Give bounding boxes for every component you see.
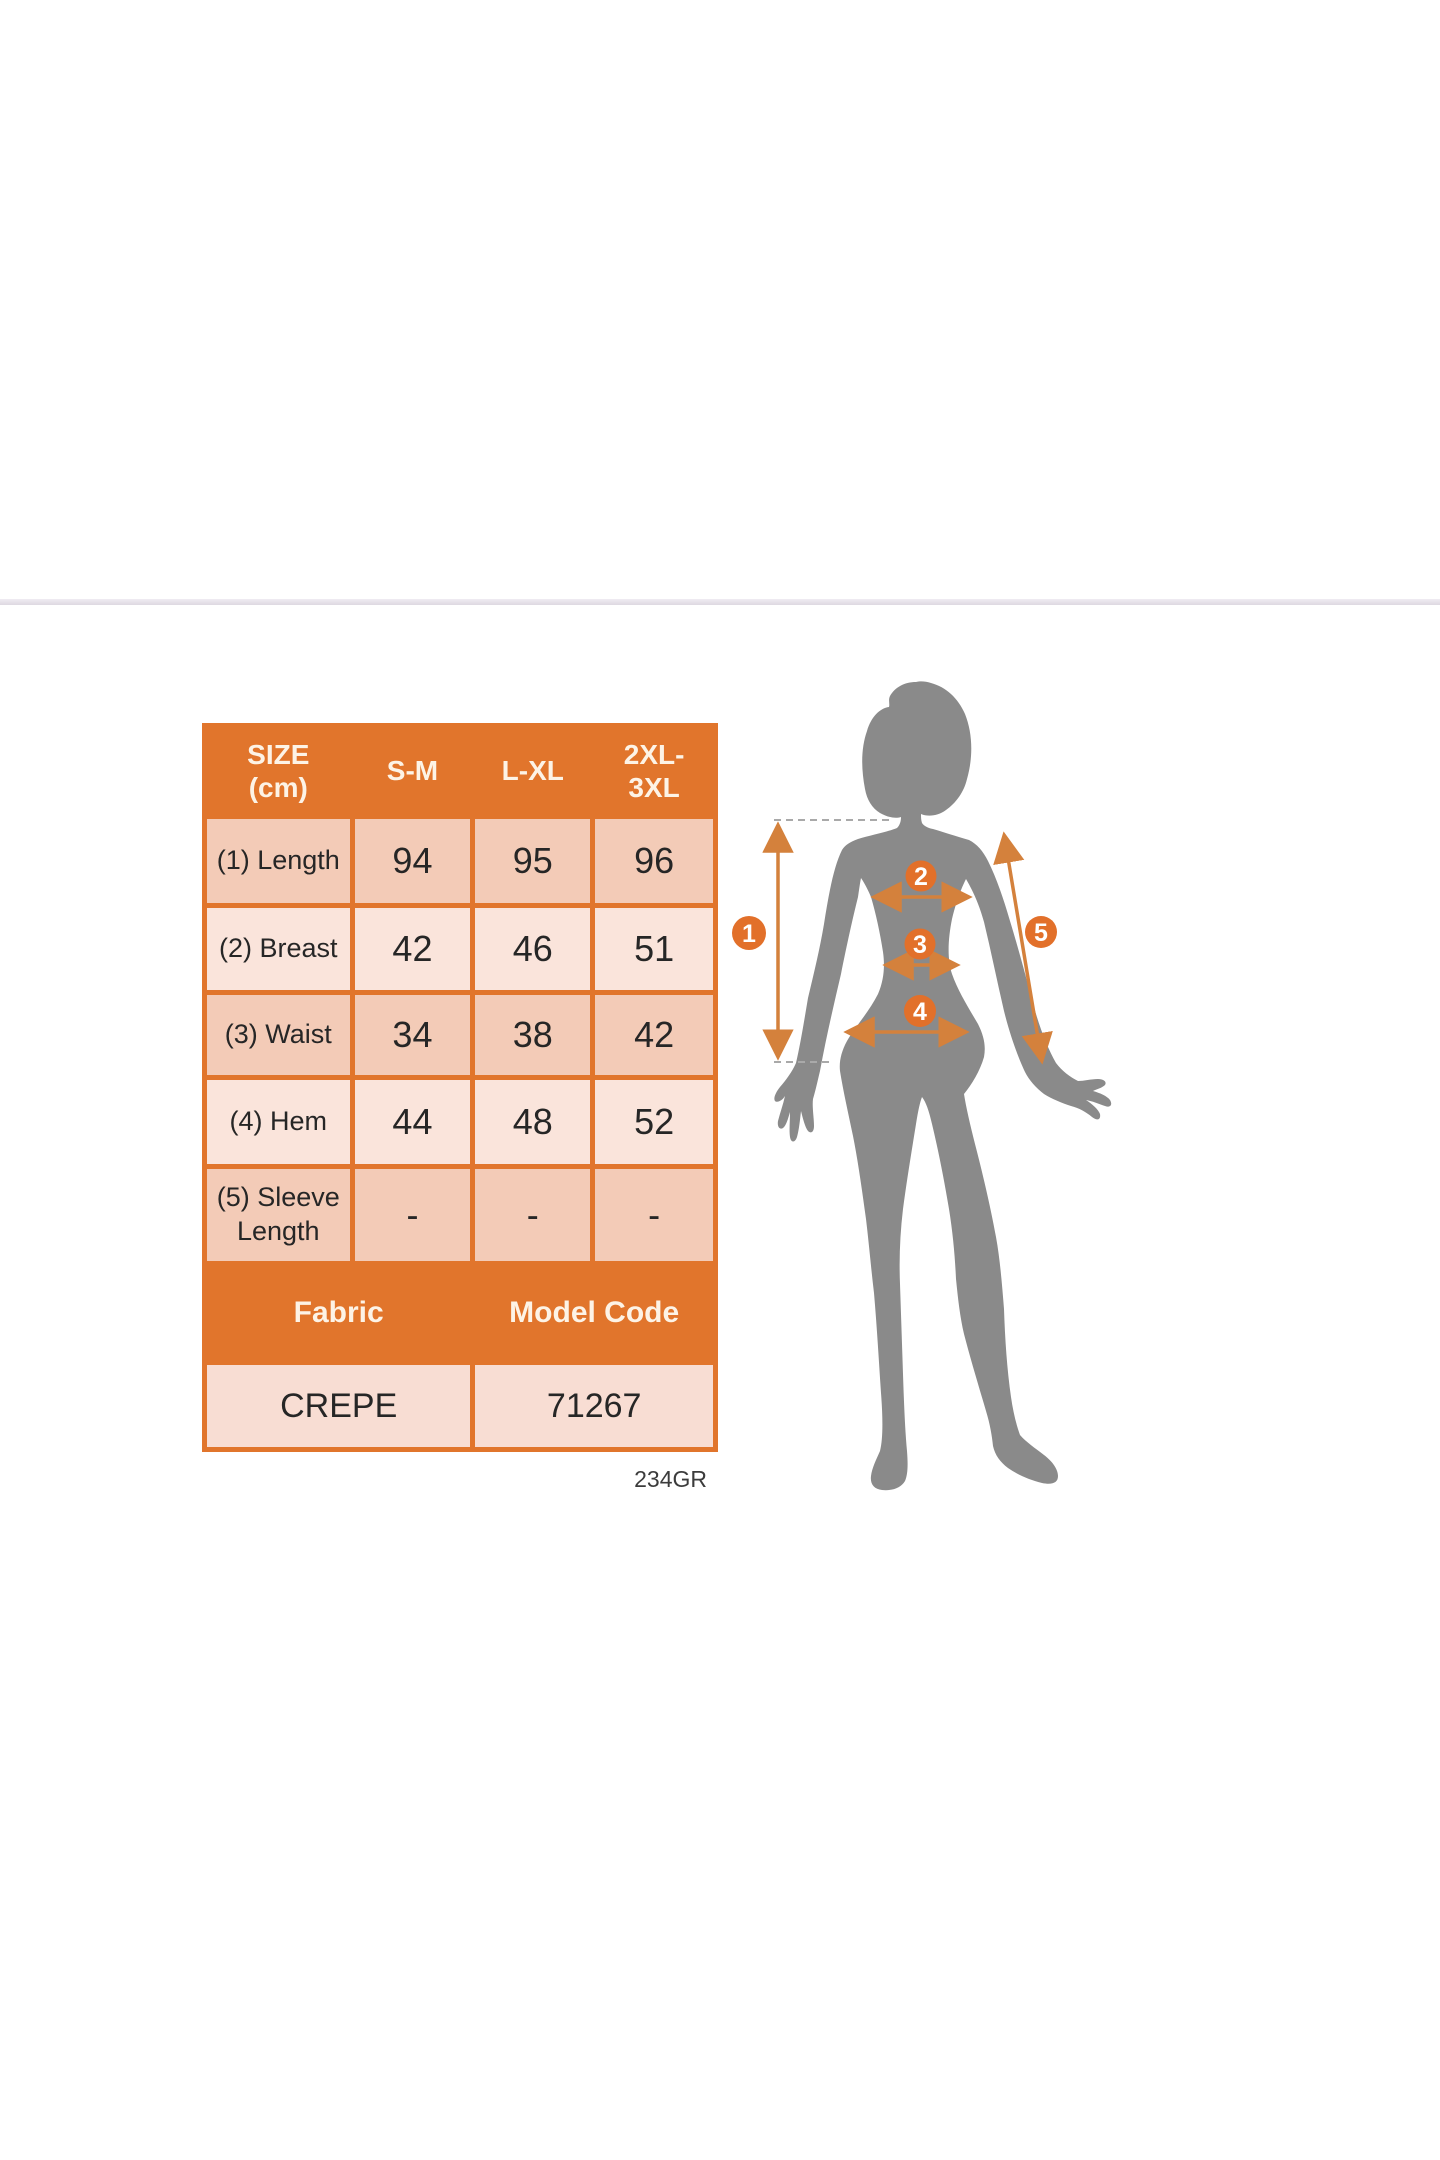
row-breast-label: (2) Breast bbox=[207, 908, 350, 990]
chart-footnote: 234GR bbox=[634, 1466, 707, 1492]
row-hem-value-lxl: 48 bbox=[475, 1080, 591, 1164]
header-col-lxl-label: L-XL bbox=[501, 755, 564, 787]
header-size-cm-label: SIZE (cm) bbox=[247, 738, 310, 803]
marker-circle-2 bbox=[905, 860, 937, 892]
marker-circle-4 bbox=[904, 995, 936, 1027]
row-length-value-sm: 94 bbox=[354, 819, 471, 903]
model-code-header: Model Code bbox=[509, 1296, 680, 1329]
header-col-lxl: L-XL bbox=[475, 728, 590, 814]
row-length-label: (1) Length bbox=[207, 819, 350, 903]
row-hem-value-sm: 44 bbox=[354, 1080, 471, 1164]
row-breast-value-2xl3xl: 51 bbox=[595, 908, 713, 990]
row-hem-label: (4) Hem bbox=[207, 1080, 350, 1164]
top-divider-line bbox=[0, 599, 1440, 605]
row-breast-value-sm: 42 bbox=[354, 908, 471, 990]
fabric-value: CREPE bbox=[207, 1365, 471, 1447]
row-waist-value-lxl: 38 bbox=[475, 995, 591, 1075]
row-sleeve-label: (5) Sleeve Length bbox=[207, 1169, 350, 1261]
marker-circle-5 bbox=[1025, 916, 1057, 948]
row-length-value-lxl: 95 bbox=[475, 819, 591, 903]
size-chart-table: SIZE (cm) S-M L-XL 2XL-3XL (1) Length 94… bbox=[202, 723, 718, 1452]
marker-label-5: 5 bbox=[1034, 919, 1048, 947]
row-sleeve-value-2xl3xl: - bbox=[595, 1169, 713, 1261]
measurement-figure: 1 2 3 4 5 bbox=[730, 660, 1130, 1500]
row-waist-value-2xl3xl: 42 bbox=[595, 995, 713, 1075]
model-code-value: 71267 bbox=[475, 1365, 713, 1447]
marker-label-3: 3 bbox=[913, 931, 927, 959]
fabric-header: Fabric bbox=[293, 1296, 384, 1329]
arrow-sleeve bbox=[993, 831, 1053, 1065]
marker-circle-1 bbox=[732, 916, 766, 950]
woman-silhouette bbox=[774, 681, 1112, 1491]
marker-label-2: 2 bbox=[914, 863, 928, 891]
row-length-value-2xl3xl: 96 bbox=[595, 819, 713, 903]
marker-label-4: 4 bbox=[913, 998, 927, 1026]
row-waist-label: (3) Waist bbox=[207, 995, 350, 1075]
header-col-2xl3xl-label: 2XL-3XL bbox=[623, 738, 685, 803]
row-breast-value-lxl: 46 bbox=[475, 908, 591, 990]
header-col-sm-label: S-M bbox=[386, 755, 439, 787]
header-col-sm: S-M bbox=[355, 728, 471, 814]
measurement-figure-svg: 1 2 3 4 5 bbox=[732, 681, 1112, 1491]
header-col-2xl3xl: 2XL-3XL bbox=[595, 728, 713, 814]
row-hem-value-2xl3xl: 52 bbox=[595, 1080, 713, 1164]
row-waist-value-sm: 34 bbox=[354, 995, 471, 1075]
row-sleeve-value-lxl: - bbox=[475, 1169, 591, 1261]
row-sleeve-value-sm: - bbox=[354, 1169, 471, 1261]
marker-circle-3 bbox=[904, 928, 936, 960]
marker-label-1: 1 bbox=[742, 920, 756, 948]
header-size-cm: SIZE (cm) bbox=[207, 728, 350, 814]
